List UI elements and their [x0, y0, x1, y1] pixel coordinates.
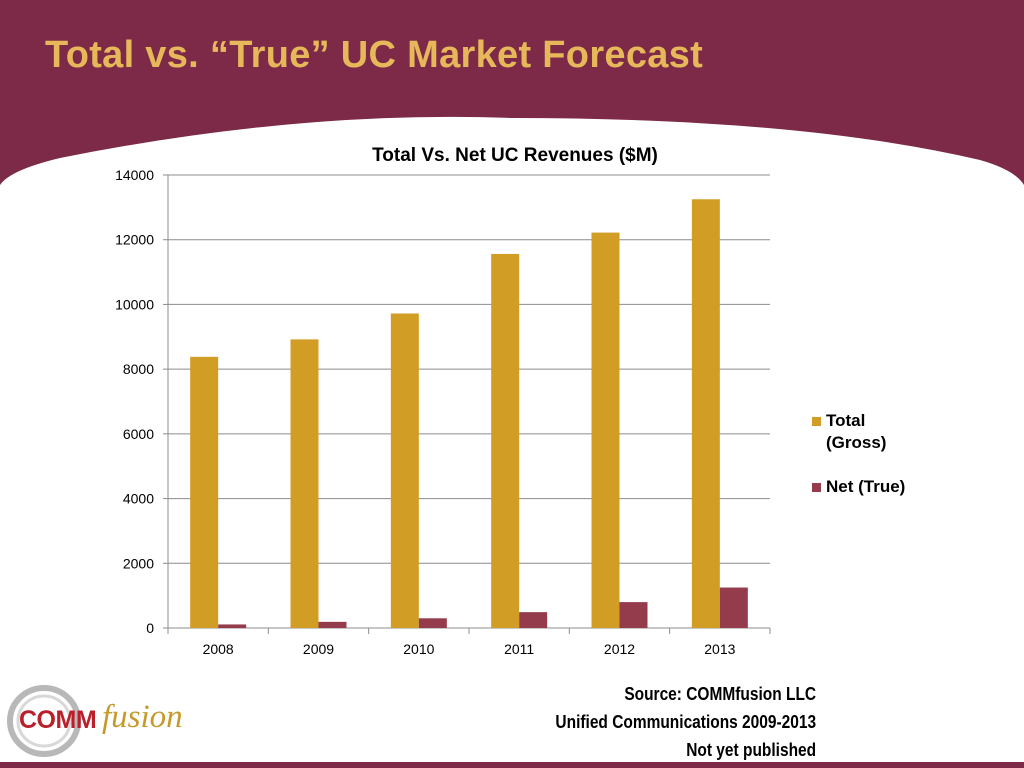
- commfusion-logo: COMM fusion: [6, 684, 206, 758]
- y-tick-label: 12000: [115, 232, 154, 248]
- y-tick-label: 6000: [123, 426, 154, 442]
- bar-total-2010: [390, 313, 419, 628]
- x-tick-label: 2009: [303, 641, 334, 657]
- bar-net-2009: [318, 621, 347, 628]
- slide-title: Total vs. “True” UC Market Forecast: [45, 34, 704, 76]
- bar-net-2011: [519, 612, 548, 628]
- legend-label-total-line1: Total: [826, 411, 866, 430]
- y-tick-label: 8000: [123, 361, 154, 377]
- legend-label-total-line2: (Gross): [826, 433, 887, 452]
- logo-fusion-text: fusion: [102, 699, 183, 735]
- legend-swatch-total: [812, 417, 821, 426]
- legend-label-net: Net (True): [826, 477, 906, 496]
- y-tick-label: 4000: [123, 491, 154, 507]
- source-line-3: Not yet published: [686, 740, 816, 760]
- bar-net-2010: [418, 618, 447, 628]
- x-tick-label: 2010: [403, 641, 434, 657]
- y-tick-label: 14000: [115, 167, 154, 183]
- x-tick-label: 2012: [604, 641, 635, 657]
- bar-net-2013: [719, 587, 748, 628]
- logo-comm-text: COMM: [19, 706, 97, 734]
- source-line-2: Unified Communications 2009-2013: [555, 712, 816, 732]
- bar-net-2008: [218, 624, 247, 628]
- legend-item-total: Total (Gross): [810, 410, 936, 454]
- y-tick-label: 0: [146, 620, 154, 636]
- bar-total-2012: [591, 232, 620, 629]
- x-tick-label: 2013: [704, 641, 735, 657]
- logo-swirl-icon: [7, 685, 81, 757]
- x-tick-label: 2008: [203, 641, 234, 657]
- source-note: Source: COMMfusion LLC Unified Communica…: [555, 680, 816, 764]
- bar-net-2012: [619, 602, 648, 628]
- legend-item-net: Net (True): [810, 476, 936, 498]
- x-tick-label: 2011: [504, 641, 534, 657]
- chart-legend: Total (Gross) Net (True): [810, 410, 936, 520]
- y-tick-label: 10000: [115, 296, 154, 312]
- bar-total-2011: [491, 253, 520, 629]
- source-line-1: Source: COMMfusion LLC: [624, 684, 816, 704]
- bar-total-2009: [290, 339, 319, 628]
- bar-total-2013: [691, 199, 720, 628]
- chart-title: Total Vs. Net UC Revenues ($M): [372, 145, 658, 166]
- y-tick-label: 2000: [123, 555, 154, 571]
- legend-swatch-net: [812, 483, 821, 492]
- bar-total-2008: [190, 356, 219, 628]
